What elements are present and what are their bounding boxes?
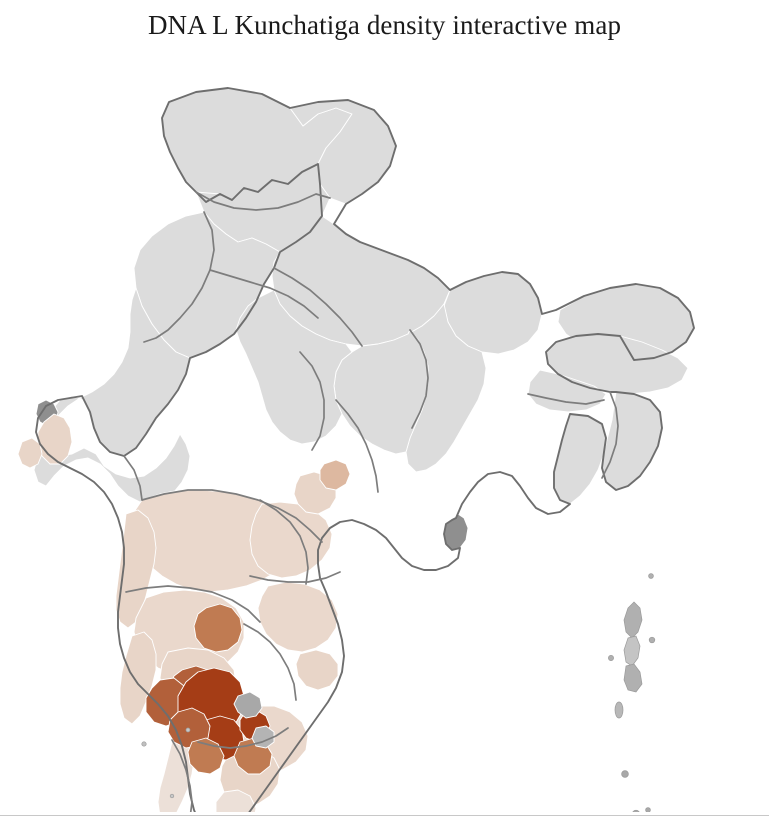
island-nicobar-3[interactable] [632, 809, 640, 812]
district-tamilnadu-south-low[interactable] [215, 789, 257, 812]
island-andaman-mid[interactable] [623, 635, 641, 667]
district-telangana-ne-low[interactable] [319, 459, 351, 491]
island-lakshadweep-3[interactable] [169, 793, 175, 799]
state-boundary-karnataka-ap [243, 623, 297, 701]
island-nicobar-2[interactable] [621, 770, 629, 778]
state-boundary-telangana-ap [249, 571, 341, 583]
district-andhra-low[interactable] [257, 581, 339, 653]
state-boundary-jharkhand-wb [409, 329, 429, 429]
district-region-manipur-mizoram[interactable] [601, 391, 663, 491]
island-nicobar-4[interactable] [645, 807, 651, 812]
district-karnataka-coastal-low[interactable] [119, 631, 157, 725]
district-karnataka-medium-1[interactable] [193, 603, 243, 653]
state-boundary-mh-telangana [259, 499, 309, 585]
district-andhra-coast-low[interactable] [295, 649, 339, 691]
island-dot-2[interactable] [648, 636, 656, 644]
state-boundary-punjab-rajasthan [143, 211, 215, 343]
state-boundary-northeast-inner [601, 391, 619, 479]
island-lakshadweep-2[interactable] [185, 727, 191, 733]
island-nicobar-1[interactable] [614, 701, 624, 719]
state-boundary-odisha-ap [335, 399, 379, 493]
state-boundary-mh-karnataka [125, 585, 261, 623]
state-boundary-jk-hp [195, 191, 331, 211]
district-bangalore-gray[interactable] [233, 691, 263, 719]
state-boundary-kerala-tn [171, 739, 193, 812]
island-lakshadweep-1[interactable] [141, 741, 147, 747]
state-boundary-assam-meghalaya [527, 393, 605, 405]
district-region-chhattisgarh-mp[interactable] [235, 289, 353, 445]
district-karnataka-high-3[interactable] [187, 737, 225, 775]
state-boundary-rajasthan-mp [209, 269, 319, 319]
map-svg[interactable] [0, 52, 769, 812]
state-boundary-gujarat-mh [123, 455, 143, 501]
state-boundary-karnataka-tn [197, 727, 289, 749]
state-boundary-chhattisgarh [299, 351, 325, 451]
island-andaman-north[interactable] [623, 601, 643, 639]
state-boundary-mp-maharashtra [141, 489, 323, 543]
page-title: DNA L Kunchatiga density interactive map [147, 10, 622, 40]
island-dot-1[interactable] [648, 573, 654, 579]
district-gujarat-coast-low-2[interactable] [17, 437, 43, 469]
india-country-outline [35, 87, 695, 812]
island-dot-3[interactable] [608, 655, 614, 661]
island-andaman-south[interactable] [623, 663, 643, 693]
district-kerala-low[interactable] [157, 737, 195, 812]
district-bangalore-gray-2[interactable] [251, 725, 275, 749]
india-choropleth-map[interactable] [0, 52, 769, 812]
islands-layer [141, 573, 656, 812]
state-boundary-up-mp [273, 267, 363, 347]
base-landmass-layer [33, 87, 695, 551]
boundaries-layer [35, 87, 695, 812]
district-region-tripura-mizoram-south[interactable] [553, 413, 607, 505]
